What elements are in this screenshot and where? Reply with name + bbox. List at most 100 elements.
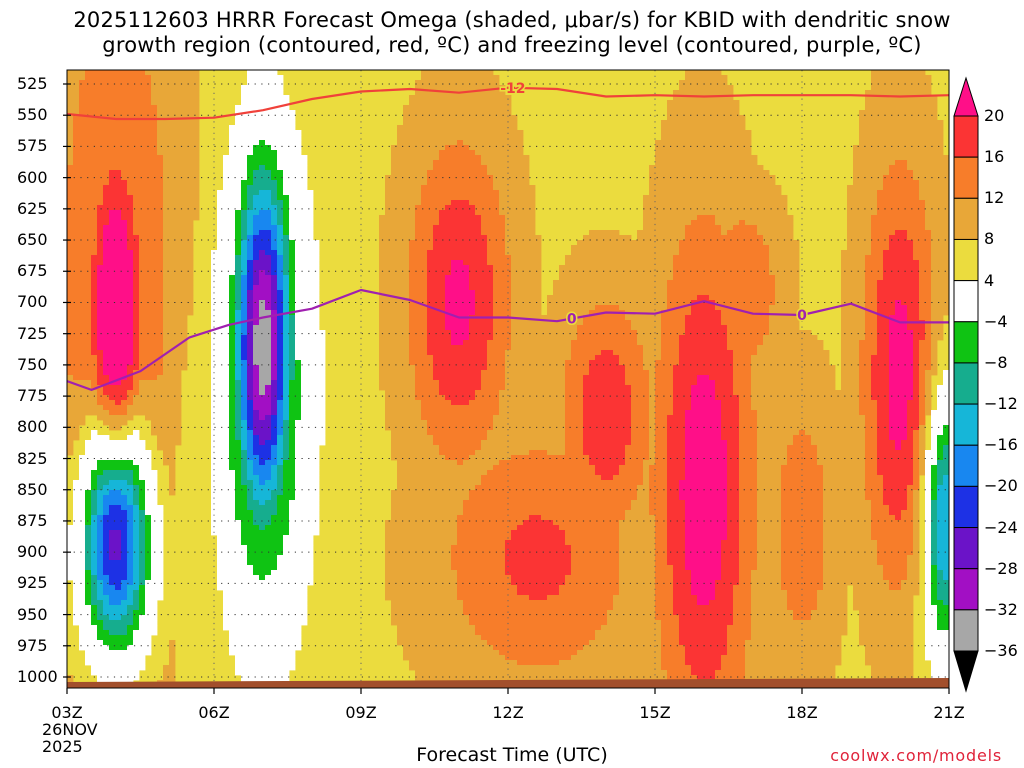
field-cell <box>235 460 242 466</box>
field-cell <box>133 155 140 161</box>
field-cell <box>85 355 92 361</box>
field-cell <box>253 655 260 661</box>
field-cell <box>97 300 104 306</box>
field-cell <box>277 310 284 316</box>
field-cell <box>187 300 194 306</box>
field-cell <box>67 320 74 326</box>
field-cell <box>301 410 308 416</box>
field-cell <box>253 375 260 381</box>
field-cell <box>133 670 140 676</box>
field-cell <box>421 520 428 526</box>
field-cell <box>295 315 302 321</box>
field-cell <box>175 285 182 291</box>
field-cell <box>253 220 260 226</box>
field-cell <box>103 95 110 101</box>
field-cell <box>121 75 128 81</box>
field-cell <box>319 415 326 421</box>
field-cell <box>421 295 428 301</box>
field-cell <box>121 230 128 236</box>
field-cell <box>121 605 128 611</box>
field-cell <box>265 230 272 236</box>
field-cell <box>409 625 416 631</box>
field-cell <box>145 325 152 331</box>
field-cell <box>85 245 92 251</box>
field-cell <box>73 490 80 496</box>
field-cell <box>283 610 290 616</box>
field-cell <box>235 295 242 301</box>
field-cell <box>91 390 98 396</box>
field-cell <box>427 255 434 261</box>
field-cell <box>241 600 248 606</box>
field-cell <box>223 200 230 206</box>
field-cell <box>265 170 272 176</box>
field-cell <box>397 210 404 216</box>
field-cell <box>223 500 230 506</box>
field-cell <box>217 510 224 516</box>
field-cell <box>151 245 158 251</box>
field-cell <box>97 270 104 276</box>
field-cell <box>79 310 86 316</box>
field-cell <box>157 165 164 171</box>
field-cell <box>151 570 158 576</box>
field-cell <box>169 675 176 681</box>
field-cell <box>85 660 92 666</box>
field-cell <box>211 260 218 266</box>
field-cell <box>79 160 86 166</box>
field-cell <box>397 625 404 631</box>
field-cell <box>121 480 128 486</box>
field-cell <box>229 395 236 401</box>
field-cell <box>241 645 248 651</box>
field-cell <box>253 270 260 276</box>
field-cell <box>415 490 422 496</box>
field-cell <box>253 205 260 211</box>
field-cell <box>403 200 410 206</box>
field-cell <box>121 595 128 601</box>
field-cell <box>115 445 122 451</box>
field-cell <box>85 70 92 76</box>
field-cell <box>409 540 416 546</box>
field-cell <box>103 160 110 166</box>
field-cell <box>391 440 398 446</box>
field-cell <box>73 575 80 581</box>
field-cell <box>307 410 314 416</box>
field-cell <box>247 540 254 546</box>
field-cell <box>271 90 278 96</box>
field-cell <box>115 190 122 196</box>
field-cell <box>397 170 404 176</box>
field-cell <box>103 525 110 531</box>
field-cell <box>121 340 128 346</box>
field-cell <box>73 105 80 111</box>
field-cell <box>259 540 266 546</box>
field-cell <box>427 215 434 221</box>
field-cell <box>127 200 134 206</box>
field-cell <box>91 510 98 516</box>
field-cell <box>241 315 248 321</box>
field-cell <box>145 555 152 561</box>
field-cell <box>277 460 284 466</box>
field-cell <box>235 465 242 471</box>
field-cell <box>409 305 416 311</box>
field-cell <box>79 595 86 601</box>
field-cell <box>421 150 428 156</box>
field-cell <box>241 225 248 231</box>
field-cell <box>283 625 290 631</box>
field-cell <box>151 340 158 346</box>
field-cell <box>253 635 260 641</box>
field-cell <box>85 645 92 651</box>
field-cell <box>217 520 224 526</box>
field-cell <box>181 365 188 371</box>
field-cell <box>175 105 182 111</box>
field-cell <box>115 75 122 81</box>
field-cell <box>85 445 92 451</box>
field-cell <box>109 260 116 266</box>
field-cell <box>385 545 392 551</box>
field-cell <box>427 290 434 296</box>
field-cell <box>265 485 272 491</box>
field-cell <box>421 395 428 401</box>
field-cell <box>409 460 416 466</box>
field-cell <box>85 185 92 191</box>
field-cell <box>397 620 404 626</box>
field-cell <box>145 400 152 406</box>
field-cell <box>265 660 272 666</box>
field-cell <box>169 260 176 266</box>
